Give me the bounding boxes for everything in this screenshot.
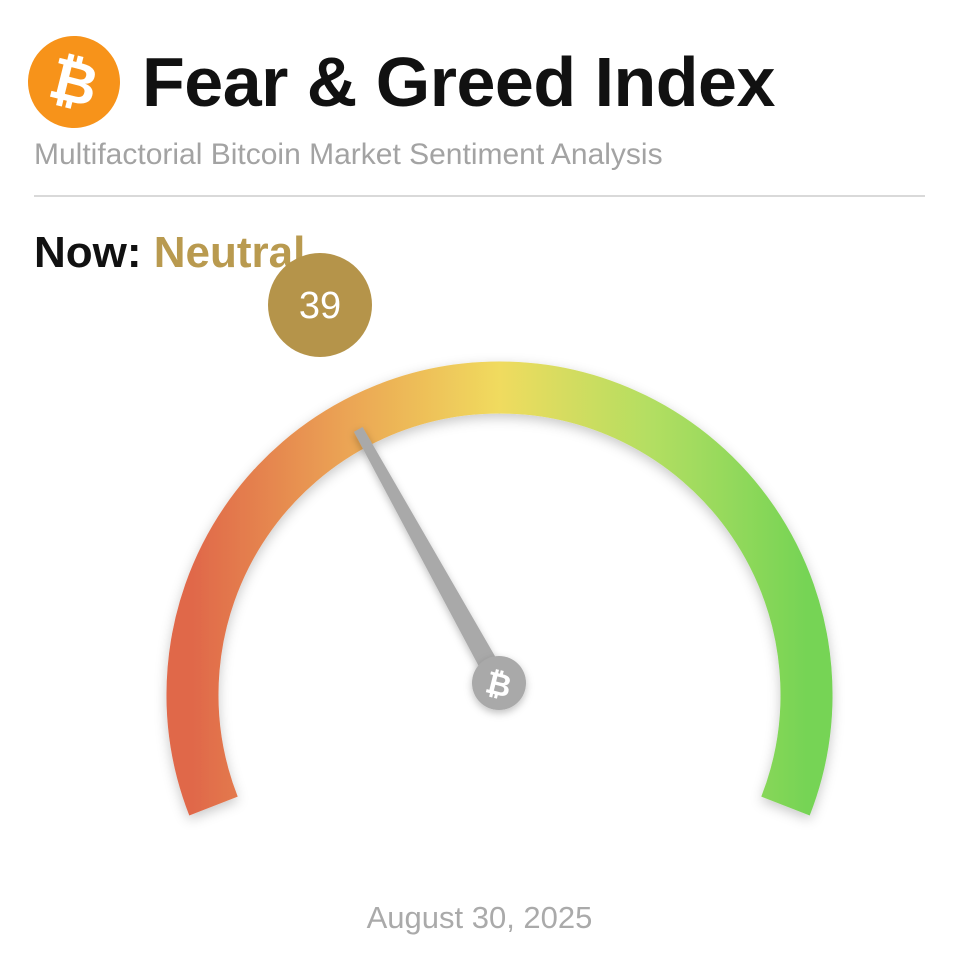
gauge-value: 39 — [299, 285, 341, 327]
gauge-needle — [353, 427, 508, 688]
header: ₿ Fear & Greed Index — [18, 26, 775, 138]
now-label: Now: — [34, 228, 142, 277]
page-title: Fear & Greed Index — [142, 43, 775, 121]
index-date: August 30, 2025 — [366, 900, 593, 935]
current-sentiment: Now: Neutral — [34, 228, 305, 278]
value-badge: 39 — [268, 253, 372, 357]
page-subtitle: Multifactorial Bitcoin Market Sentiment … — [34, 138, 663, 171]
gauge-arc — [166, 361, 833, 816]
sentiment-value: Neutral — [153, 228, 306, 277]
header-divider — [34, 195, 925, 197]
gauge-hub: ₿ — [472, 656, 526, 710]
